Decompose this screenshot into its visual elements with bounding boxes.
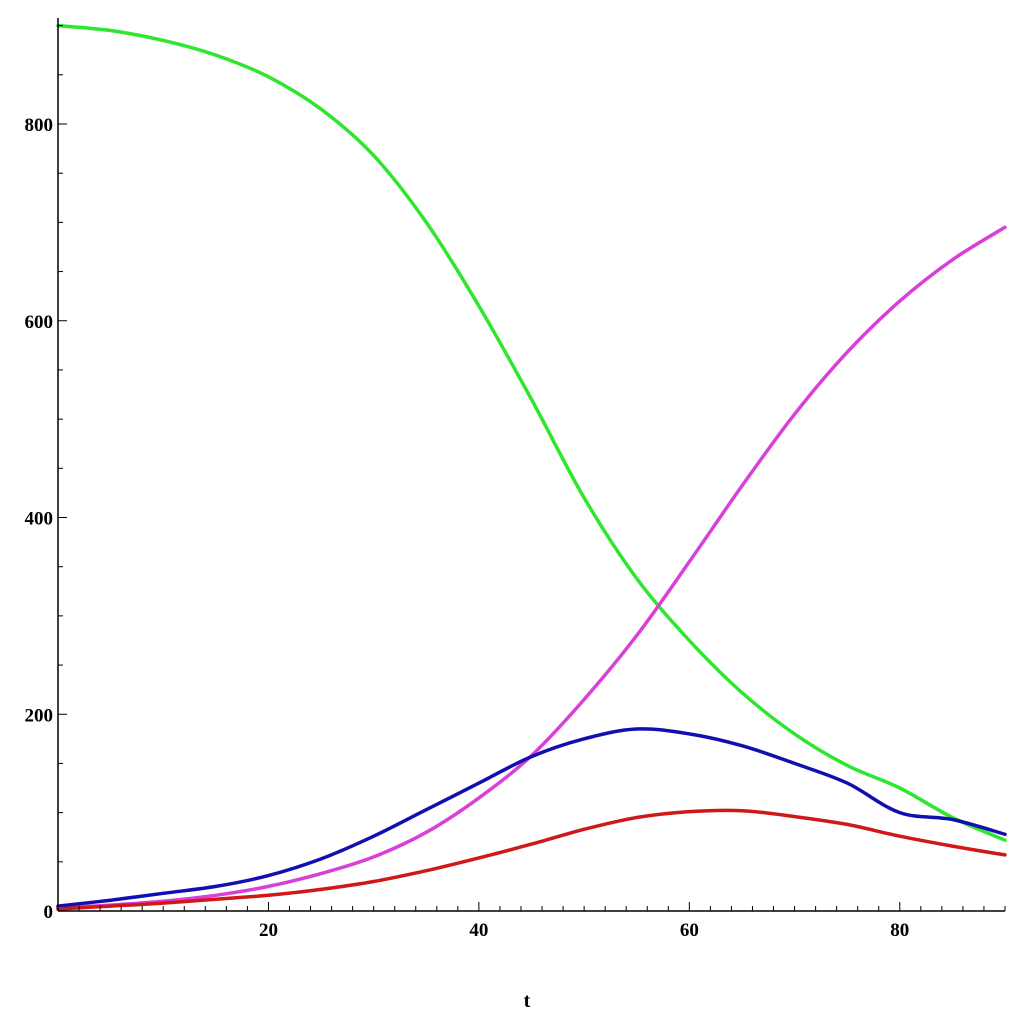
series-line-3	[56, 727, 1007, 908]
series-line-2	[56, 225, 1007, 910]
y-tick-label: 600	[25, 312, 54, 333]
axes-layer	[57, 18, 1005, 912]
y-tick-label: 0	[44, 902, 54, 923]
series-line-4	[56, 808, 1007, 911]
x-tick-label: 20	[259, 920, 278, 941]
y-tick-label: 200	[25, 705, 54, 726]
x-tick-label: 40	[469, 920, 488, 941]
y-tick-label: 800	[25, 115, 54, 136]
y-tick-label: 400	[25, 509, 54, 530]
series-layer	[56, 23, 1007, 911]
x-tick-label: 80	[890, 920, 909, 941]
x-axis-title: t	[524, 990, 531, 1012]
series-line-1	[56, 23, 1007, 842]
x-tick-label: 60	[680, 920, 699, 941]
